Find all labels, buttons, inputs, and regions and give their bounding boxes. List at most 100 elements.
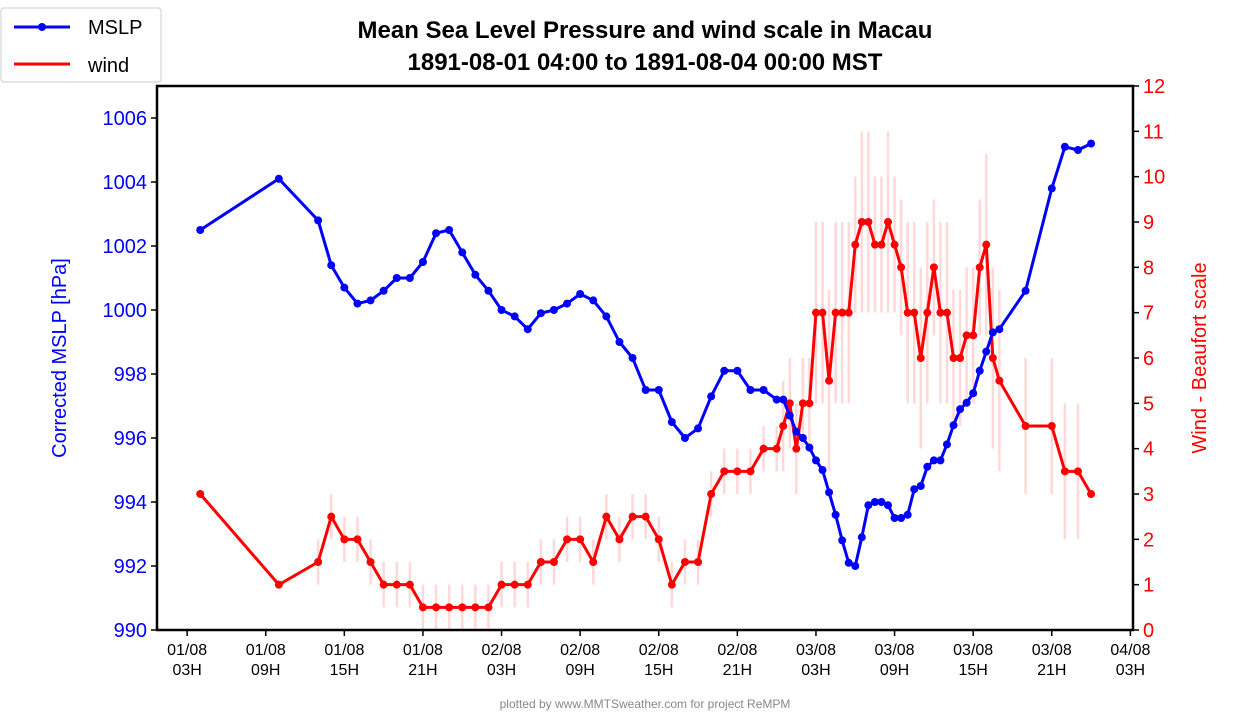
mslp-point: [995, 325, 1004, 334]
mslp-point: [759, 386, 768, 394]
x-tick-label: 01/08: [403, 642, 443, 659]
wind-point: [274, 580, 283, 589]
wind-point: [870, 240, 879, 249]
mslp-point: [536, 309, 545, 318]
mslp-point: [576, 290, 585, 298]
mslp-point: [779, 395, 788, 404]
mslp-point: [405, 274, 414, 282]
y-right-tick-label: 12: [1143, 76, 1165, 98]
mslp-point: [818, 466, 827, 474]
mslp-point: [890, 514, 899, 522]
wind-point: [805, 399, 814, 408]
wind-point: [536, 558, 545, 566]
mslp-point: [667, 418, 676, 426]
mslp-point: [418, 258, 427, 266]
wind-point: [995, 376, 1004, 385]
wind-point: [838, 308, 847, 317]
wind-point: [1060, 467, 1069, 476]
wind-point: [458, 603, 467, 612]
y-right-tick-label: 5: [1143, 393, 1154, 415]
mslp-point: [785, 411, 794, 420]
mslp-point: [353, 299, 362, 308]
wind-point: [982, 240, 991, 249]
x-tick-label: 09H: [251, 662, 280, 679]
wind-point: [969, 331, 978, 340]
wind-point: [641, 512, 650, 521]
wind-point: [844, 308, 853, 317]
y-right-tick-label: 1: [1143, 575, 1154, 597]
y-right-tick-label: 3: [1143, 484, 1154, 506]
wind-point: [720, 467, 729, 476]
mslp-point: [825, 488, 834, 497]
mslp-point: [962, 398, 971, 407]
mslp-point: [884, 501, 893, 510]
wind-point: [353, 535, 362, 544]
wind-point: [510, 580, 519, 589]
mslp-point: [949, 421, 958, 430]
wind-point: [445, 603, 454, 612]
y-right-tick-label: 10: [1143, 167, 1165, 189]
x-tick-label: 01/08: [246, 642, 286, 659]
mslp-point: [720, 366, 729, 375]
mslp-point: [445, 226, 454, 234]
mslp-point: [274, 174, 283, 183]
legend-mslp: MSLP: [88, 17, 142, 39]
mslp-point: [628, 354, 637, 362]
wind-point: [707, 490, 716, 498]
y-left-tick-label: 996: [114, 428, 147, 450]
x-tick-label: 04/08: [1110, 642, 1150, 659]
y-left-tick-label: 1004: [103, 172, 148, 194]
mslp-point: [1021, 286, 1030, 295]
x-tick-label: 03H: [801, 662, 830, 679]
wind-point: [733, 467, 742, 476]
mslp-point: [641, 386, 650, 394]
x-tick-label: 03/08: [953, 642, 993, 659]
wind-point: [897, 263, 906, 272]
wind-point: [680, 558, 689, 566]
wind-point: [772, 444, 781, 453]
mslp-point: [811, 456, 820, 465]
mslp-point: [327, 261, 336, 270]
wind-point: [877, 240, 886, 249]
y-axis-right-label: Wind - Beaufort scale: [1189, 262, 1211, 453]
y-left-tick-label: 998: [114, 364, 147, 386]
wind-point: [792, 444, 801, 453]
mslp-point: [523, 325, 532, 334]
y-right-tick-label: 7: [1143, 303, 1154, 325]
y-left-tick-label: 1002: [103, 236, 148, 258]
mslp-point: [549, 306, 558, 314]
mslp-point: [929, 456, 938, 465]
wind-point: [949, 354, 958, 362]
wind-point: [962, 331, 971, 340]
mslp-point: [733, 366, 742, 375]
x-tick-label: 09H: [880, 662, 909, 679]
x-tick-label: 15H: [958, 662, 987, 679]
wind-point: [379, 580, 388, 589]
mslp-point: [340, 283, 349, 292]
wind-point: [864, 218, 873, 226]
wind-point: [497, 580, 506, 589]
wind-point: [910, 308, 919, 317]
mslp-point: [707, 392, 716, 401]
x-tick-label: 21H: [408, 662, 437, 679]
mslp-point: [392, 274, 401, 282]
wind-point: [746, 467, 755, 476]
mslp-point: [746, 386, 755, 394]
wind-point: [818, 308, 827, 317]
y-right-tick-label: 8: [1143, 257, 1154, 279]
mslp-point: [956, 405, 965, 414]
x-tick-label: 01/08: [167, 642, 207, 659]
mslp-point: [510, 312, 519, 321]
x-tick-label: 15H: [330, 662, 359, 679]
mslp-point: [1087, 139, 1096, 148]
chart-title: Mean Sea Level Pressure and wind scale i…: [358, 17, 933, 44]
mslp-point: [366, 296, 375, 305]
wind-point: [798, 399, 807, 408]
wind-point: [392, 580, 401, 589]
y-right-tick-label: 11: [1143, 121, 1164, 143]
mslp-point: [910, 485, 919, 494]
mslp-point: [654, 386, 663, 394]
mslp-point: [857, 533, 866, 542]
y-right-tick-label: 4: [1143, 439, 1154, 461]
